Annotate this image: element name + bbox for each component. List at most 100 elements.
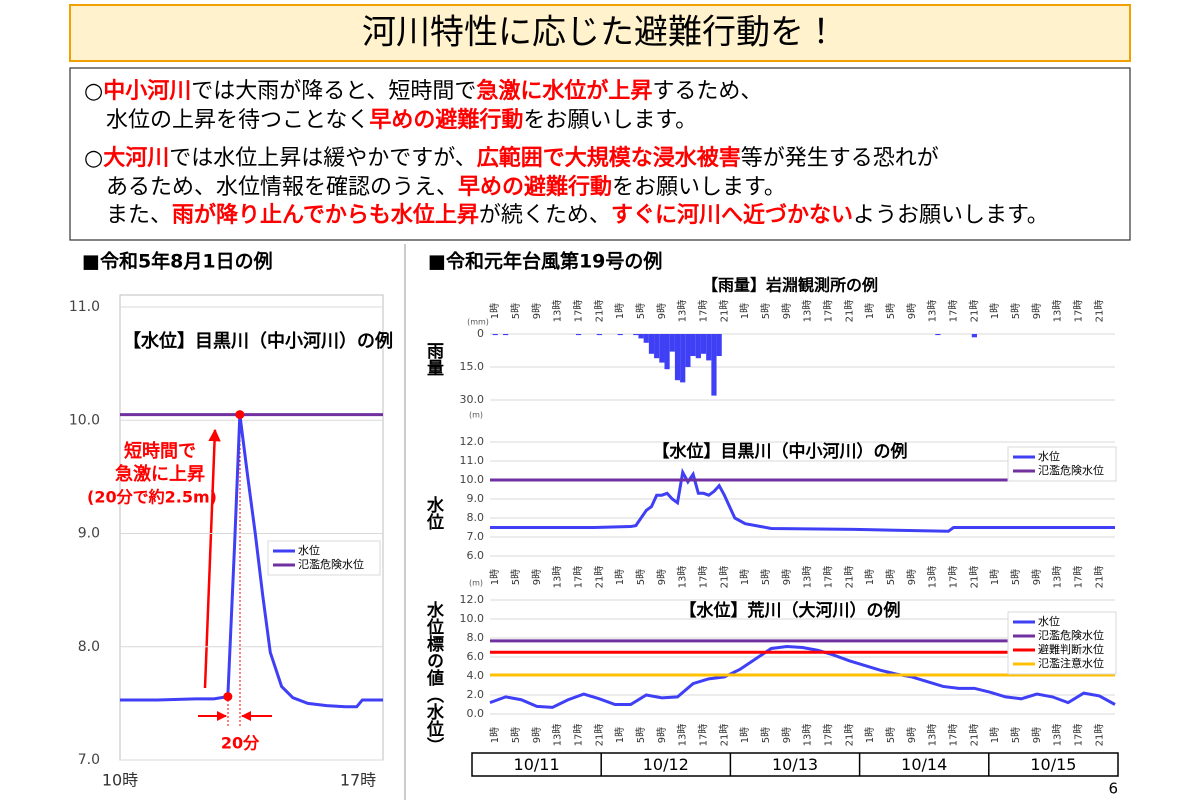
x-tick-label: 9時 — [906, 569, 918, 585]
bar — [648, 334, 655, 354]
x-tick-label: 13時 — [552, 300, 564, 323]
x-tick-label: 17時 — [698, 724, 710, 747]
x-tick-label: 13時 — [927, 566, 939, 589]
note-line: また、雨が降り止んでからも水位上昇が続くため、すぐに河川へ近づかないようお願いし… — [106, 202, 1049, 228]
x-tick-label: 9時 — [656, 303, 668, 319]
y-tick-label: 6.0 — [467, 650, 485, 663]
x-tick-label: 13時 — [927, 300, 939, 323]
note-text: ようお願いします。 — [853, 203, 1049, 228]
x-tick-label: 9時 — [781, 569, 793, 585]
x-tick-label: 17時 — [948, 566, 960, 589]
x-tick-label: 9時 — [781, 727, 793, 743]
bar — [643, 334, 649, 343]
chart-title: 【水位】目黒川（中小河川）の例 — [123, 330, 393, 352]
bar — [659, 334, 665, 363]
x-tick-label: 1時 — [489, 303, 501, 319]
x-tick-label: 13時 — [802, 724, 814, 747]
y-tick-label: 0 — [477, 327, 484, 340]
y-unit: (m) — [469, 579, 483, 588]
y-tick-label: 30.0 — [460, 393, 485, 406]
bar — [503, 334, 509, 336]
emphasis-text: 雨が降り止んでからも水位上昇 — [172, 202, 479, 228]
bar — [638, 334, 644, 339]
legend-label: 氾濫危険水位 — [298, 558, 364, 571]
x-tick-label: 5時 — [1010, 569, 1022, 585]
date-label: 10/11 — [514, 755, 560, 774]
x-tick-label: 17時 — [1073, 300, 1085, 323]
x-tick-label: 1時 — [739, 727, 751, 743]
x-tick-label: 21時 — [593, 300, 605, 323]
bar — [664, 334, 670, 370]
bar — [617, 334, 623, 336]
note-text: ○ — [84, 146, 103, 171]
x-tick-label: 1時 — [614, 727, 626, 743]
bar — [633, 334, 639, 336]
bar — [492, 334, 498, 336]
bar — [596, 334, 602, 336]
note-text: 等が発生する恐れが — [741, 146, 939, 171]
x-tick-label: 13時 — [677, 724, 689, 747]
emphasis-text: 早めの避難行動 — [458, 174, 612, 200]
x-tick-label: 21時 — [718, 300, 730, 323]
note-line: 水位の上昇を待つことなく早めの避難行動をお願いします。 — [106, 107, 697, 133]
x-tick-label: 5時 — [510, 727, 522, 743]
highlight-point — [223, 692, 233, 702]
note-text: するため、 — [652, 79, 762, 104]
x-tick-label: 5時 — [760, 569, 772, 585]
x-tick-label: 13時 — [1052, 724, 1064, 747]
y-tick-label: 8.0 — [467, 631, 485, 644]
x-tick-label: 17時 — [948, 724, 960, 747]
y-tick-label: 9.0 — [467, 492, 485, 505]
series-line — [489, 645, 1116, 709]
x-tick-label: 1時 — [614, 569, 626, 585]
x-tick-label: 5時 — [885, 569, 897, 585]
y-tick-label: 0.0 — [467, 707, 485, 720]
note-text: をお願いします。 — [523, 108, 697, 133]
section-heading: ■令和5年8月1日の例 — [82, 250, 273, 273]
y-tick-label: 12.0 — [460, 435, 485, 448]
x-tick-label: 5時 — [510, 303, 522, 319]
x-tick-label: 13時 — [677, 300, 689, 323]
x-tick-label: 1時 — [489, 569, 501, 585]
x-tick-label: 5時 — [1010, 303, 1022, 319]
annotation: (20分で約2.5m) — [87, 488, 217, 507]
y-tick-label: 9.0 — [78, 526, 100, 542]
date-label: 10/15 — [1030, 755, 1076, 774]
series-line — [120, 414, 383, 709]
y-tick-label: 4.0 — [467, 669, 485, 682]
x-tick-label: 9時 — [531, 569, 543, 585]
date-label: 10/14 — [901, 755, 947, 774]
section-heading: ■令和元年台風第19号の例 — [428, 250, 662, 273]
y-unit: (m) — [469, 411, 483, 420]
y-tick-label: 7.0 — [78, 752, 100, 768]
x-tick-label: 13時 — [802, 566, 814, 589]
x-tick-label: 5時 — [1010, 727, 1022, 743]
emphasis-text: 急激に水位が上昇 — [476, 78, 652, 104]
x-tick-label: 9時 — [531, 727, 543, 743]
bar — [575, 334, 582, 336]
y-tick-label: 12.0 — [460, 593, 485, 606]
x-tick-label: 13時 — [1052, 300, 1064, 323]
date-band — [471, 752, 1119, 777]
x-tick-label: 17時 — [698, 300, 710, 323]
x-tick-label: 17時 — [1073, 566, 1085, 589]
y-tick-label: 7.0 — [467, 530, 485, 543]
x-tick-label: 21時 — [593, 566, 605, 589]
slide-title: 河川特性に応じた避難行動を！ — [362, 13, 838, 53]
annotation: 20分 — [221, 734, 260, 753]
notes: ○中小河川では大雨が降ると、短時間で急激に水位が上昇するため、水位の上昇を待つこ… — [84, 78, 1049, 228]
y-tick-label: 11.0 — [460, 454, 485, 467]
legend-label: 避難判断水位 — [1038, 642, 1104, 656]
annotation: 短時間で — [124, 440, 196, 462]
x-tick-label: 17時 — [573, 724, 585, 747]
x-tick-label: 17時 — [823, 300, 835, 323]
bar — [971, 334, 977, 338]
bar — [711, 334, 717, 396]
bar — [685, 334, 691, 367]
x-tick-label: 17時 — [948, 300, 960, 323]
x-tick-label: 5時 — [760, 303, 772, 319]
legend-label: 水位 — [298, 544, 320, 557]
x-tick-label: 10時 — [102, 771, 138, 790]
x-tick-label: 1時 — [489, 727, 501, 743]
